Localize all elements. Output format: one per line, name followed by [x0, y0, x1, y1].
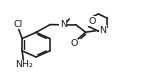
Text: O: O [89, 17, 96, 26]
Text: N: N [99, 26, 106, 35]
Text: N: N [60, 20, 67, 29]
Text: O: O [70, 39, 77, 48]
Text: Cl: Cl [13, 20, 22, 29]
Text: NH₂: NH₂ [15, 60, 33, 69]
